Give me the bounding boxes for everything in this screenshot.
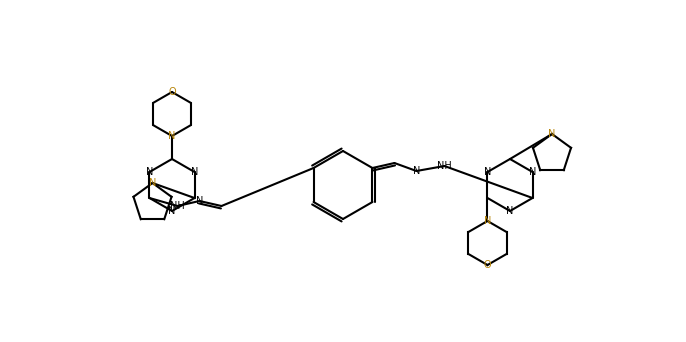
Text: N: N — [191, 167, 198, 177]
Text: N: N — [484, 216, 491, 226]
Text: O: O — [168, 87, 176, 97]
Text: N: N — [413, 166, 420, 176]
Text: N: N — [196, 196, 203, 206]
Text: N: N — [168, 206, 176, 216]
Text: O: O — [484, 260, 491, 270]
Text: N: N — [506, 206, 514, 216]
Text: N: N — [168, 131, 176, 141]
Text: N: N — [146, 167, 153, 177]
Text: NH: NH — [170, 201, 185, 211]
Text: N: N — [548, 129, 556, 139]
Text: NH: NH — [437, 161, 452, 171]
Text: N: N — [149, 178, 156, 188]
Text: N: N — [529, 167, 536, 177]
Text: N: N — [484, 167, 491, 177]
